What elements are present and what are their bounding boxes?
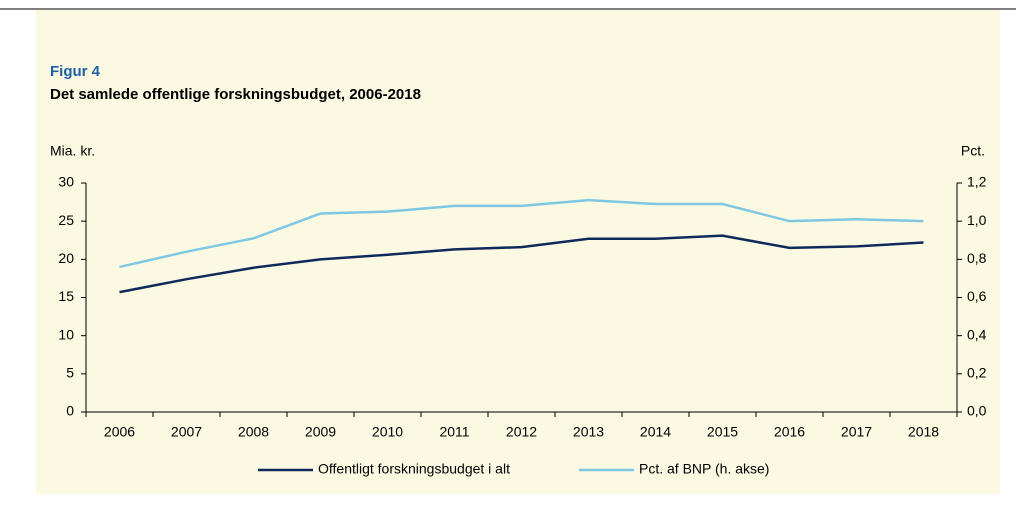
y2-tick-label: 0,2: [967, 365, 987, 381]
x-tick-label: 2010: [372, 424, 403, 440]
x-tick-label: 2007: [171, 424, 202, 440]
y-axis-label: Mia. kr.: [50, 143, 95, 159]
series-line: [119, 234, 924, 294]
y-tick-label: 0: [66, 403, 74, 419]
y2-tick-label: 0,4: [967, 326, 987, 342]
legend-label: Pct. af BNP (h. akse): [639, 461, 769, 477]
y-tick-label: 20: [58, 250, 74, 266]
y2-tick-label: 1,0: [967, 212, 987, 228]
x-tick-label: 2017: [841, 424, 872, 440]
x-tick-label: 2006: [104, 424, 135, 440]
y2-axis-label: Pct.: [961, 143, 985, 159]
x-tick-label: 2013: [573, 424, 604, 440]
y-tick-label: 10: [58, 326, 74, 342]
x-tick-label: 2012: [506, 424, 537, 440]
chart-subtitle: Det samlede offentlige forskningsbudget,…: [50, 86, 421, 103]
series-line: [119, 198, 924, 269]
x-tick-label: 2015: [707, 424, 738, 440]
panel: [36, 10, 1000, 494]
x-tick-label: 2008: [238, 424, 269, 440]
y2-tick-label: 1,2: [967, 174, 987, 190]
y2-tick-label: 0,8: [967, 250, 987, 266]
x-tick-label: 2016: [774, 424, 805, 440]
y-tick-label: 15: [58, 288, 74, 304]
x-tick-label: 2014: [640, 424, 671, 440]
y2-tick-label: 0,0: [967, 403, 987, 419]
x-tick-label: 2011: [439, 424, 469, 440]
x-tick-label: 2018: [908, 424, 939, 440]
y-tick-label: 5: [66, 365, 74, 381]
x-tick-label: 2009: [305, 424, 336, 440]
y-tick-label: 25: [58, 212, 74, 228]
legend-label: Offentligt forskningsbudget i alt: [318, 461, 510, 477]
y2-tick-label: 0,6: [967, 288, 987, 304]
y-tick-label: 30: [58, 174, 74, 190]
chart-title: Figur 4: [50, 63, 101, 80]
